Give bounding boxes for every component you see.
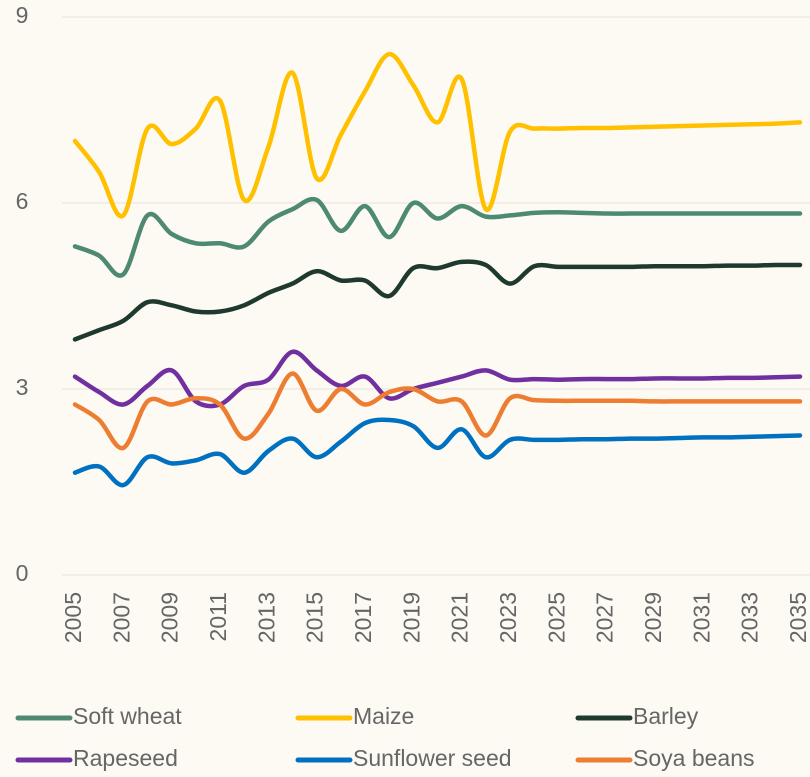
x-tick-label: 2021 <box>447 592 473 643</box>
legend-label: Maize <box>353 703 414 729</box>
y-tick-label: 0 <box>16 560 29 586</box>
legend-label: Sunflower seed <box>353 745 512 771</box>
legend-label: Barley <box>633 703 699 729</box>
legend-label: Soft wheat <box>73 703 182 729</box>
line <box>72 51 803 219</box>
x-tick-label: 2017 <box>350 592 376 643</box>
x-tick-label: 2025 <box>543 592 569 643</box>
line <box>72 371 803 451</box>
x-tick-label: 2019 <box>398 592 424 643</box>
line <box>72 196 803 278</box>
x-tick-label: 2035 <box>785 592 810 643</box>
x-tick-label: 2033 <box>737 592 763 643</box>
line <box>72 417 803 488</box>
line <box>72 349 803 409</box>
x-tick-label: 2009 <box>157 592 183 643</box>
x-tick-label: 2007 <box>108 592 134 643</box>
x-tick-label: 2029 <box>640 592 666 643</box>
x-tick-label: 2013 <box>253 592 279 643</box>
x-tick-label: 2031 <box>688 592 714 643</box>
x-tick-label: 2015 <box>302 592 328 643</box>
line <box>72 259 803 342</box>
y-tick-label: 3 <box>16 374 29 400</box>
x-tick-label: 2027 <box>592 592 618 643</box>
legend-label: Rapeseed <box>73 745 178 771</box>
x-tick-label: 2005 <box>60 592 86 643</box>
legend-label: Soya beans <box>633 745 754 771</box>
x-tick-label: 2011 <box>205 592 231 641</box>
y-tick-label: 9 <box>16 2 29 28</box>
y-tick-label: 6 <box>16 188 29 214</box>
x-tick-label: 2023 <box>495 592 521 643</box>
